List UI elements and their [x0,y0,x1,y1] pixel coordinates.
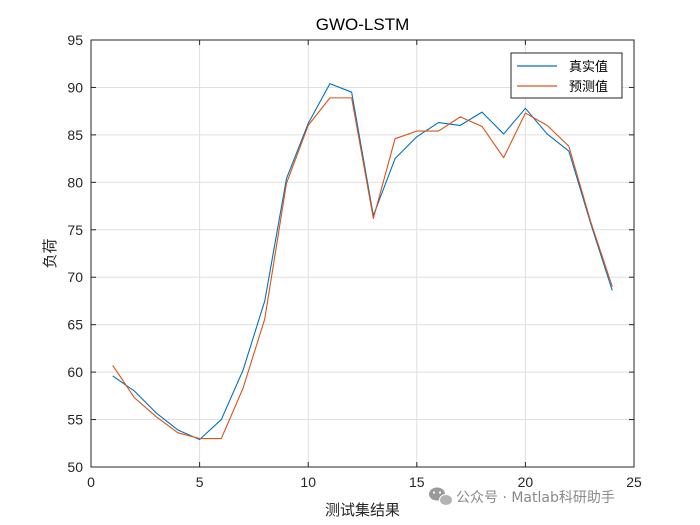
watermark-text: 公众号 · Matlab科研助手 [456,490,615,506]
series-group [112,83,613,441]
y-tick-label: 95 [67,32,83,48]
y-tick-label: 90 [67,79,83,95]
y-axis-label: 负荷 [41,238,59,268]
tick-labels: 0 5 10 15 20 25 50 55 60 65 70 75 80 85 90 95 [67,32,642,490]
x-tick-label: 10 [300,474,316,490]
y-tick-label: 50 [67,459,83,475]
watermark: 公众号 · Matlab科研助手 [429,487,615,506]
x-tick-label: 20 [518,474,534,490]
legend-box [510,52,623,99]
y-tick-label: 60 [67,364,83,380]
grid [90,39,635,468]
y-tick-label: 75 [67,222,83,238]
y-tick-label: 55 [67,412,83,428]
y-tick-label: 65 [67,317,83,333]
legend-label-2: 预测值 [569,79,608,95]
x-tick-label: 25 [626,474,642,490]
axes-frame [90,39,635,468]
chart-title: GWO-LSTM [316,15,410,34]
tick-marks [90,39,635,468]
series-line-2 [112,97,613,440]
x-axis-label: 测试集结果 [325,501,400,519]
x-tick-label: 0 [87,474,95,490]
y-tick-label: 85 [67,127,83,143]
series-line-1 [112,83,613,441]
wechat-icon [429,487,453,506]
y-tick-label: 70 [67,269,83,285]
x-tick-label: 5 [196,474,204,490]
x-tick-label: 15 [409,474,425,490]
legend-label-1: 真实值 [569,59,608,75]
y-tick-label: 80 [67,174,83,190]
